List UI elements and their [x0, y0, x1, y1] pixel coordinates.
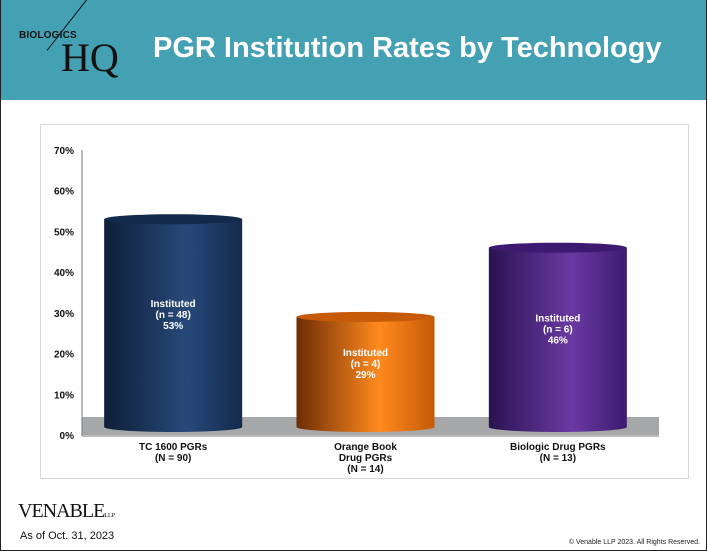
- brand-suffix: LLP: [104, 513, 115, 519]
- bar-data-label: 46%: [548, 335, 568, 346]
- logo-main-text: HQ: [61, 35, 119, 80]
- bar-data-label: Instituted: [343, 348, 388, 359]
- chart-frame: 0% 10% 20% 30% 40% 50% 60% 70% Instituted (n = 48…: [40, 124, 689, 479]
- bar-data-label: (n = 6): [543, 324, 573, 335]
- x-category-label: (N = 13): [540, 453, 576, 464]
- bar-cylinder-body: [104, 219, 243, 432]
- header-banner: BIOLOGICS HQ PGR Institution Rates by Te…: [1, 0, 706, 100]
- y-tick-label: 60%: [54, 187, 74, 198]
- y-tick-label: 40%: [54, 268, 74, 279]
- x-category-label: TC 1600 PGRs: [139, 442, 208, 453]
- bar-cylinder-body: [488, 247, 627, 432]
- as-of-date: As of Oct. 31, 2023: [20, 530, 115, 542]
- venable-logo: VENABLELLP: [18, 500, 115, 523]
- y-tick-label: 0%: [60, 431, 75, 442]
- bar-data-label: Instituted: [535, 313, 580, 324]
- brand-text: VENABLE: [18, 500, 105, 522]
- x-category-label: Biologic Drug PGRs: [510, 442, 606, 453]
- x-category-label: Drug PGRs: [339, 453, 393, 464]
- y-tick-label: 10%: [54, 390, 74, 401]
- x-category-label: Orange Book: [334, 442, 397, 453]
- logo-top-text: BIOLOGICS: [19, 30, 77, 41]
- bar-chart: 0%10%20%30%40%50%60%70%Instituted(n = 48…: [54, 146, 659, 475]
- bar-cylinder-top: [488, 242, 627, 253]
- y-tick-label: 20%: [54, 350, 74, 361]
- y-tick-label: 50%: [54, 227, 74, 238]
- x-category-label: (N = 90): [155, 453, 191, 464]
- bar-data-label: Instituted: [151, 299, 196, 310]
- biologics-hq-logo: BIOLOGICS HQ: [15, 0, 130, 82]
- bar-cylinder-top: [296, 311, 435, 322]
- y-tick-label: 30%: [54, 309, 74, 320]
- y-tick-label: 70%: [54, 146, 74, 157]
- bar-cylinder-body: [296, 316, 435, 432]
- x-category-label: (N = 14): [347, 464, 383, 475]
- page-title: PGR Institution Rates by Technology: [153, 32, 662, 64]
- bar-data-label: (n = 4): [351, 359, 381, 370]
- copyright: © Venable LLP 2023. All Rights Reserved.: [568, 539, 700, 546]
- bar-data-label: 29%: [355, 370, 375, 381]
- bar-cylinder-top: [104, 214, 243, 225]
- bar-data-label: 53%: [163, 321, 183, 332]
- bar-data-label: (n = 48): [156, 310, 191, 321]
